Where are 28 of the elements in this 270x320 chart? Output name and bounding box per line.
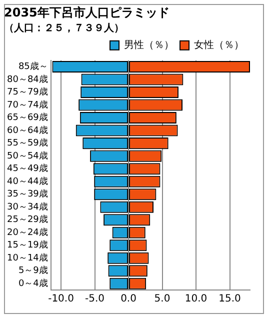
y-tick-label: 25～29歳 bbox=[7, 214, 48, 226]
legend-label: 男性（％） bbox=[124, 38, 174, 51]
y-tick-label: 5～9歳 bbox=[18, 265, 48, 276]
y-tick-label: 30～34歳 bbox=[7, 201, 48, 212]
y-tick-label: 55～59歳 bbox=[7, 138, 48, 149]
y-tick-label: 10～14歳 bbox=[7, 252, 48, 264]
y-tick-label: 15～19歳 bbox=[7, 240, 48, 251]
y-tick-label: 65～69歳 bbox=[7, 112, 48, 124]
y-tick-label: 20～24歳 bbox=[7, 226, 48, 238]
x-tick-label: -10.0 bbox=[48, 294, 74, 305]
chart-subtitle: （人口：２５，７３９人） bbox=[4, 22, 124, 34]
chart-title: 2035年下呂市人口ピラミッド bbox=[4, 5, 170, 20]
y-tick-label: 45～49歳 bbox=[7, 163, 48, 174]
y-tick-label: 80～84歳 bbox=[7, 74, 48, 85]
y-tick-label: 40～44歳 bbox=[7, 176, 48, 187]
y-tick-label: 60～64歳 bbox=[7, 124, 48, 136]
x-tick-label: 5.0 bbox=[154, 294, 170, 305]
x-tick-label: -5.0 bbox=[85, 294, 105, 305]
y-tick-label: 35～39歳 bbox=[7, 188, 48, 200]
y-tick-label: 50～54歳 bbox=[7, 150, 48, 162]
x-tick-label: 10.0 bbox=[184, 294, 208, 305]
y-tick-label: 85歳～ bbox=[18, 61, 48, 72]
y-tick-label: 0～4歳 bbox=[18, 278, 48, 289]
legend-label: 女性（％） bbox=[194, 38, 244, 51]
y-tick-label: 70～74歳 bbox=[7, 99, 48, 110]
y-tick-label: 75～79歳 bbox=[7, 86, 48, 98]
x-tick-label: 0.0 bbox=[120, 294, 136, 305]
x-tick-label: 15.0 bbox=[218, 294, 241, 305]
